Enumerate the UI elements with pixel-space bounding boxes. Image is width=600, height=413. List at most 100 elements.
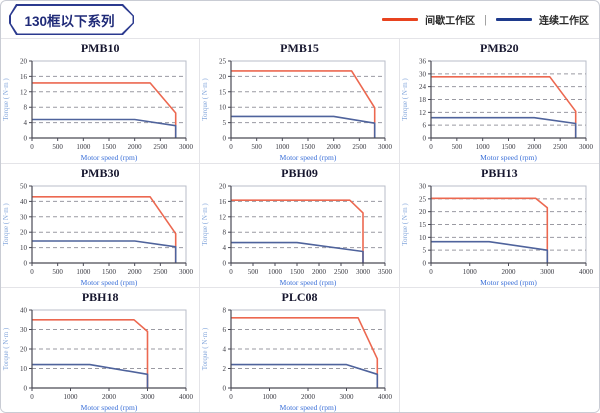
- chart-cell-pmb15: PMB15 0 500 1000 1500 2000 2500 3000 0 5 10 15 20 25…: [200, 39, 400, 164]
- svg-text:0: 0: [422, 259, 426, 267]
- svg-text:1500: 1500: [102, 143, 117, 151]
- svg-text:30: 30: [20, 213, 28, 221]
- svg-text:4: 4: [223, 346, 227, 354]
- chart-title: PBH18: [81, 290, 119, 305]
- svg-text:4: 4: [223, 244, 227, 252]
- svg-text:2500: 2500: [334, 268, 349, 276]
- svg-text:500: 500: [252, 143, 263, 151]
- empty-cell: [399, 288, 599, 412]
- chart-cell-pbh09: PBH09 0 500 1000 1500 2000 2500 3000 3500 0 4 8 12 1…: [200, 163, 400, 289]
- chart-svg: 0 500 1000 1500 2000 2500 3000 0 5 10 15 20 25 Motor …: [201, 58, 393, 163]
- svg-text:1000: 1000: [268, 268, 283, 276]
- svg-text:2500: 2500: [153, 268, 168, 276]
- svg-text:0: 0: [223, 259, 227, 267]
- svg-text:25: 25: [219, 58, 227, 66]
- svg-text:2000: 2000: [527, 143, 542, 151]
- svg-text:0: 0: [223, 135, 227, 143]
- chart-plot-pmb15: 0 500 1000 1500 2000 2500 3000 0 5 10 15 20 25 Motor …: [200, 56, 398, 163]
- chart-svg: 0 500 1000 1500 2000 2500 3000 0 10 20 30 40 50 Motor…: [2, 182, 194, 287]
- intermittent-line-swatch: [382, 18, 419, 21]
- svg-text:4000: 4000: [579, 268, 594, 276]
- svg-text:3000: 3000: [141, 393, 156, 401]
- svg-text:3000: 3000: [179, 268, 194, 276]
- svg-text:30: 30: [20, 326, 28, 334]
- svg-text:Torque ( N·m ): Torque ( N·m ): [401, 78, 409, 121]
- svg-text:4000: 4000: [378, 393, 393, 401]
- svg-text:40: 40: [20, 197, 28, 205]
- chart-plot-pbh13: 0 1000 2000 3000 4000 0 5 10 15 20 25 30 Motor speed…: [400, 181, 599, 288]
- svg-text:30: 30: [419, 182, 427, 190]
- chart-cell-pmb30: PMB30 0 500 1000 1500 2000 2500 3000 0 10 20 30 40 5…: [1, 163, 201, 289]
- svg-text:0: 0: [223, 385, 227, 393]
- svg-text:6: 6: [422, 122, 426, 130]
- legend-label: 间歇工作区: [425, 16, 476, 27]
- svg-text:0: 0: [422, 135, 426, 143]
- svg-text:0: 0: [24, 135, 28, 143]
- page-title: 130框以下系列: [11, 6, 133, 34]
- svg-text:1500: 1500: [102, 268, 117, 276]
- svg-text:2500: 2500: [353, 143, 368, 151]
- page-header: 130框以下系列 间歇工作区 | 连续工作区: [1, 1, 599, 38]
- svg-text:Motor speed (rpm): Motor speed (rpm): [480, 153, 537, 162]
- svg-text:16: 16: [20, 73, 28, 81]
- legend-separator: |: [484, 13, 487, 26]
- svg-text:3000: 3000: [540, 268, 555, 276]
- svg-text:Torque ( N·m ): Torque ( N·m ): [201, 78, 209, 121]
- legend-item-continuous: 连续工作区: [496, 12, 589, 27]
- chart-plot-pbh09: 0 500 1000 1500 2000 2500 3000 3500 0 4 8 12 16 20 Mot…: [200, 181, 398, 288]
- svg-text:0: 0: [230, 268, 234, 276]
- svg-text:3000: 3000: [340, 393, 355, 401]
- svg-text:8: 8: [24, 104, 28, 112]
- svg-text:12: 12: [20, 88, 28, 96]
- chart-svg: 0 1000 2000 3000 4000 0 10 20 30 40 Motor speed (r…: [2, 307, 194, 412]
- svg-text:2000: 2000: [128, 143, 143, 151]
- svg-text:18: 18: [419, 96, 427, 104]
- chart-title: PLC08: [281, 290, 318, 305]
- svg-text:25: 25: [419, 195, 427, 203]
- continuous-line-swatch: [496, 18, 532, 21]
- svg-text:12: 12: [219, 213, 227, 221]
- chart-title: PMB20: [479, 41, 519, 55]
- svg-text:3000: 3000: [579, 143, 594, 151]
- svg-text:10: 10: [20, 244, 28, 252]
- svg-text:2500: 2500: [153, 143, 168, 151]
- svg-text:Motor speed (rpm): Motor speed (rpm): [480, 278, 537, 287]
- svg-text:10: 10: [419, 233, 427, 241]
- svg-text:3000: 3000: [378, 143, 393, 151]
- svg-text:Motor speed (rpm): Motor speed (rpm): [81, 153, 138, 162]
- chart-plot-pmb20: 0 500 1000 1500 2000 2500 3000 0 6 12 18 24 30 36 Moto…: [400, 56, 599, 163]
- svg-text:24: 24: [419, 83, 427, 91]
- svg-text:Motor speed (rpm): Motor speed (rpm): [280, 278, 337, 287]
- svg-text:30: 30: [419, 70, 427, 78]
- svg-text:8: 8: [223, 228, 227, 236]
- svg-text:Torque ( N·m ): Torque ( N·m ): [2, 202, 10, 245]
- svg-text:1000: 1000: [76, 268, 91, 276]
- svg-text:0: 0: [24, 385, 28, 393]
- svg-text:1000: 1000: [475, 143, 490, 151]
- svg-text:2000: 2000: [501, 268, 516, 276]
- svg-text:20: 20: [219, 73, 227, 81]
- svg-text:20: 20: [20, 58, 28, 66]
- chart-plot-pmb10: 0 500 1000 1500 2000 2500 3000 0 4 8 12 16 20 Motor s…: [1, 56, 199, 163]
- svg-text:12: 12: [419, 109, 427, 117]
- svg-text:Torque ( N·m ): Torque ( N·m ): [2, 327, 10, 370]
- svg-text:1000: 1000: [276, 143, 291, 151]
- svg-text:500: 500: [248, 268, 259, 276]
- svg-text:0: 0: [230, 143, 234, 151]
- svg-text:500: 500: [451, 143, 462, 151]
- legend-item-intermittent: 间歇工作区: [382, 12, 475, 27]
- svg-text:4: 4: [24, 119, 28, 127]
- chart-title: PMB15: [280, 41, 319, 55]
- chart-cell-plc08: PLC08 0 1000 2000 3000 4000 0 2 4 6 8 Motor speed …: [200, 288, 400, 412]
- svg-text:Torque ( N·m ): Torque ( N·m ): [201, 202, 209, 245]
- svg-text:1000: 1000: [263, 393, 278, 401]
- chart-plot-plc08: 0 1000 2000 3000 4000 0 2 4 6 8 Motor speed (rpm) T…: [200, 305, 398, 412]
- svg-text:0: 0: [230, 393, 234, 401]
- svg-text:36: 36: [419, 58, 427, 66]
- svg-text:1500: 1500: [290, 268, 305, 276]
- chart-plot-pbh18: 0 1000 2000 3000 4000 0 10 20 30 40 Motor speed (r…: [1, 305, 199, 412]
- chart-title: PMB10: [80, 41, 120, 55]
- chart-cell-pmb20: PMB20 0 500 1000 1500 2000 2500 3000 0 6 12 18 24 30…: [399, 39, 599, 164]
- chart-svg: 0 500 1000 1500 2000 2500 3000 3500 0 4 8 12 16 20 Mot…: [201, 182, 393, 287]
- chart-title: PBH09: [281, 165, 318, 180]
